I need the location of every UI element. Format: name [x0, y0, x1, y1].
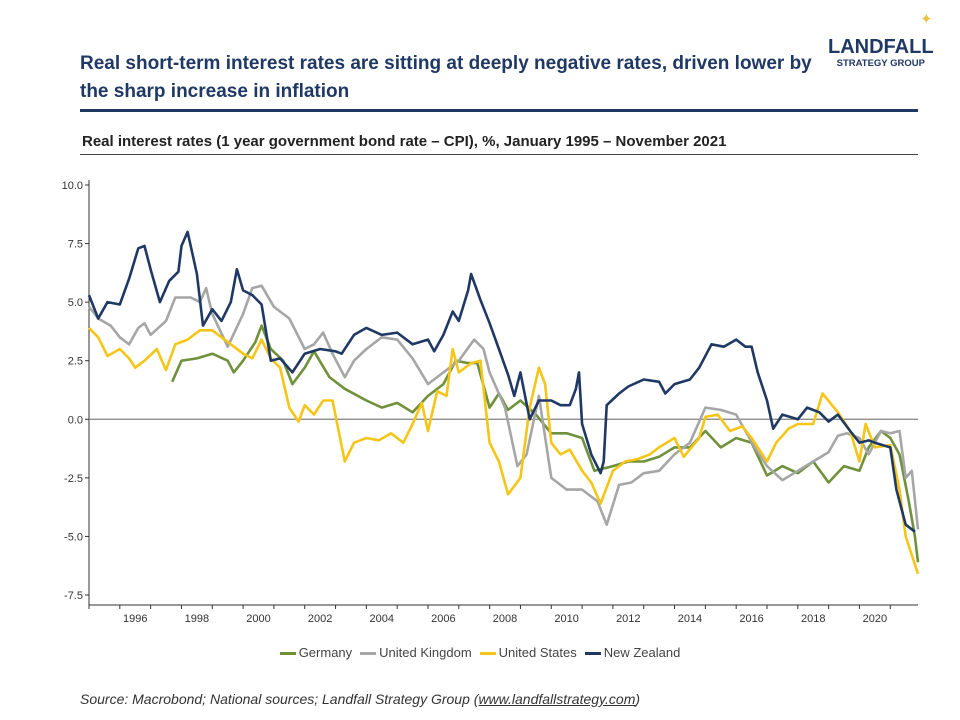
- legend-label: United Kingdom: [379, 645, 472, 660]
- logo-line2: STRATEGY GROUP: [836, 58, 925, 69]
- subtitle-divider: [80, 154, 918, 155]
- series-line-new-zealand: [87, 230, 916, 533]
- x-tick-label: 2020: [863, 613, 887, 625]
- series-line-united-states: [88, 326, 920, 575]
- y-tick-label: 10.0: [62, 180, 83, 192]
- x-tick-label: 2000: [246, 613, 270, 625]
- y-tick-label: 0.0: [68, 414, 83, 426]
- source-suffix: ): [635, 691, 641, 707]
- header-divider: [80, 109, 918, 112]
- y-tick-label: 2.5: [68, 356, 83, 368]
- x-tick-label: 2010: [554, 613, 578, 625]
- logo-line1: LANDFALL: [828, 36, 934, 58]
- legend-label: New Zealand: [603, 645, 681, 660]
- x-tick-label: 2002: [308, 613, 332, 625]
- legend-item: United Kingdom: [360, 645, 472, 660]
- x-tick-label: 2016: [739, 613, 763, 625]
- x-tick-label: 1996: [123, 613, 147, 625]
- x-tick-label: 2012: [616, 613, 640, 625]
- series-line-united-kingdom: [87, 284, 920, 530]
- y-tick-label: 5.0: [68, 297, 83, 309]
- legend-swatch: [360, 652, 377, 656]
- x-tick-label: 1998: [185, 613, 209, 625]
- legend-swatch: [279, 652, 296, 656]
- legend-swatch: [584, 652, 601, 656]
- x-tick-label: 2006: [431, 613, 455, 625]
- chart-subtitle: Real interest rates (1 year government b…: [82, 133, 727, 150]
- legend-item: New Zealand: [584, 645, 681, 660]
- y-tick-label: 7.5: [68, 239, 83, 251]
- y-tick-label: -7.5: [64, 590, 83, 602]
- legend-swatch: [479, 652, 496, 656]
- legend-label: United States: [498, 645, 577, 660]
- chart-legend: Germany United Kingdom United States New Ze…: [0, 645, 960, 660]
- y-tick-label: -2.5: [64, 473, 83, 485]
- source-link[interactable]: www.landfallstrategy.com: [478, 691, 636, 707]
- y-tick-label: -5.0: [64, 531, 83, 543]
- legend-item: Germany: [279, 645, 353, 660]
- logo-star-icon: ✦: [920, 11, 933, 28]
- source-note: Source: Macrobond; National sources; Lan…: [80, 691, 640, 707]
- legend-label: Germany: [298, 645, 353, 660]
- page-title: Real short-term interest rates are sitti…: [80, 53, 812, 102]
- source-prefix: Source: Macrobond; National sources; Lan…: [80, 691, 479, 707]
- x-tick-label: 2008: [493, 613, 517, 625]
- x-tick-label: 2018: [801, 613, 825, 625]
- legend-item: United States: [479, 645, 577, 660]
- landfall-logo: LANDFALL STRATEGY GROUP: [828, 36, 934, 70]
- x-tick-label: 2004: [370, 613, 394, 625]
- x-tick-label: 2014: [678, 613, 702, 625]
